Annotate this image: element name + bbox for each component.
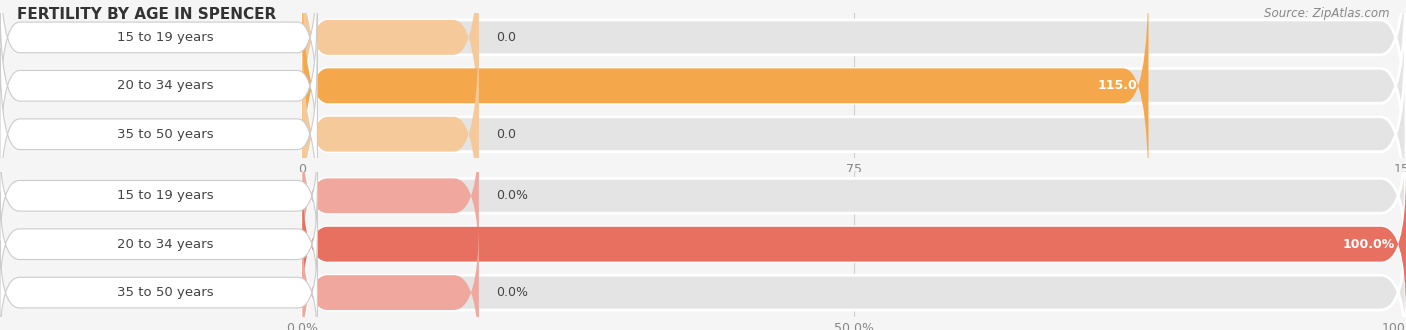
FancyBboxPatch shape: [0, 48, 318, 220]
Text: FERTILITY BY AGE IN SPENCER: FERTILITY BY AGE IN SPENCER: [17, 7, 276, 21]
FancyBboxPatch shape: [302, 21, 479, 248]
FancyBboxPatch shape: [302, 126, 479, 266]
FancyBboxPatch shape: [302, 21, 1406, 248]
FancyBboxPatch shape: [302, 0, 479, 151]
Text: 0.0%: 0.0%: [496, 189, 527, 202]
FancyBboxPatch shape: [302, 223, 479, 330]
Text: 35 to 50 years: 35 to 50 years: [117, 286, 214, 299]
Text: 115.0: 115.0: [1098, 79, 1137, 92]
Text: 35 to 50 years: 35 to 50 years: [117, 128, 214, 141]
Text: 0.0: 0.0: [496, 128, 516, 141]
FancyBboxPatch shape: [302, 0, 1406, 151]
FancyBboxPatch shape: [302, 0, 1406, 199]
FancyBboxPatch shape: [302, 0, 1149, 199]
Text: 0.0%: 0.0%: [496, 286, 527, 299]
FancyBboxPatch shape: [302, 126, 1406, 266]
FancyBboxPatch shape: [0, 0, 318, 172]
Text: 20 to 34 years: 20 to 34 years: [117, 79, 214, 92]
Text: 15 to 19 years: 15 to 19 years: [117, 189, 214, 202]
FancyBboxPatch shape: [302, 175, 1406, 314]
FancyBboxPatch shape: [0, 240, 318, 330]
Text: Source: ZipAtlas.com: Source: ZipAtlas.com: [1264, 7, 1389, 19]
FancyBboxPatch shape: [0, 0, 318, 124]
Text: 20 to 34 years: 20 to 34 years: [117, 238, 214, 251]
FancyBboxPatch shape: [0, 192, 318, 297]
Text: 100.0%: 100.0%: [1343, 238, 1395, 251]
FancyBboxPatch shape: [0, 143, 318, 248]
Text: 0.0: 0.0: [496, 31, 516, 44]
FancyBboxPatch shape: [302, 175, 1406, 314]
Text: 15 to 19 years: 15 to 19 years: [117, 31, 214, 44]
FancyBboxPatch shape: [302, 223, 1406, 330]
